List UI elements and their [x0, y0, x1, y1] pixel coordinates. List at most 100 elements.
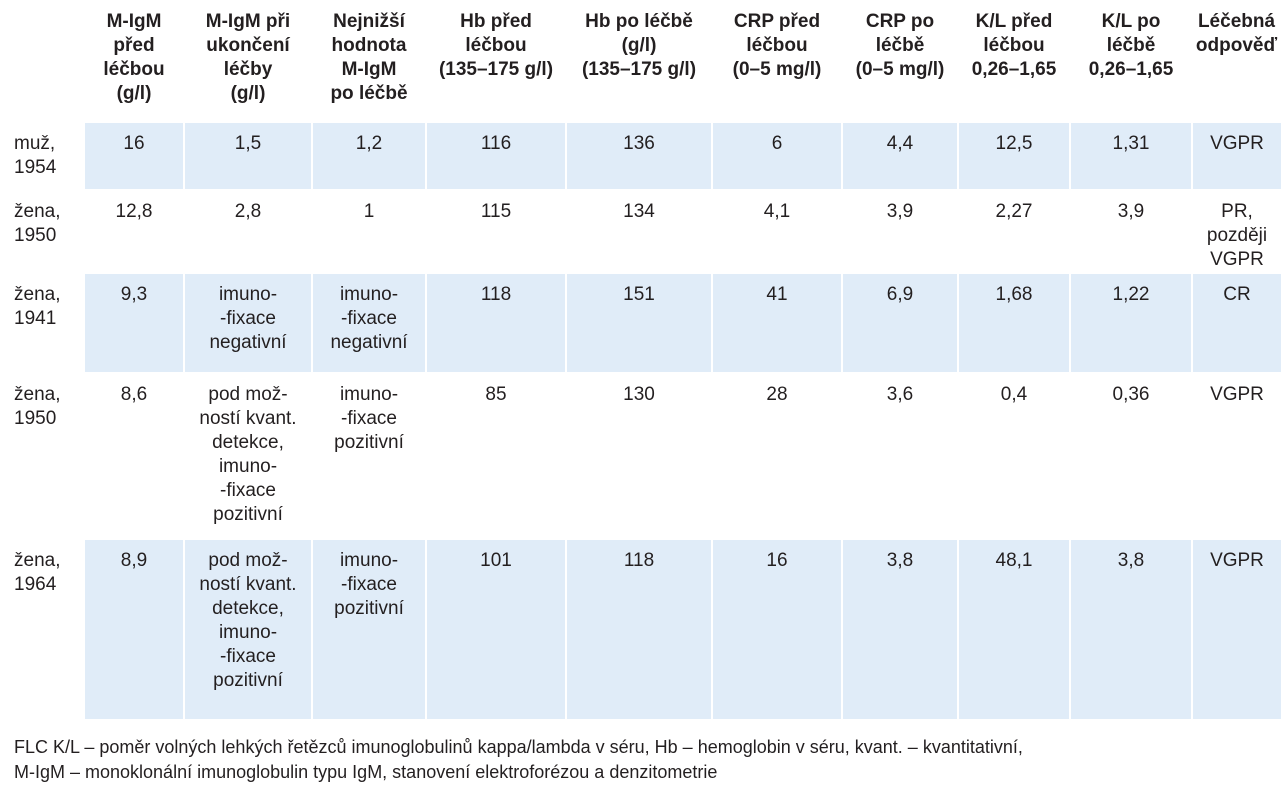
- table-row: žena, 1964 8,9 pod mož-ností kvant. detekce,…: [0, 538, 1281, 719]
- header-migm-min: Nejnižší hodnota M-IgM po léčbě: [312, 0, 426, 123]
- cell-line: 9,3: [120, 284, 148, 305]
- cell-kl-before: 12,5: [957, 121, 1070, 190]
- cell-kl-before: 0,4: [957, 372, 1070, 539]
- header-line: odpověď: [1195, 35, 1278, 56]
- header-line: M-IgM: [341, 59, 397, 80]
- table-row: žena, 1950 8,6 pod mož-ností kvant. detekce,…: [0, 372, 1281, 539]
- cell-crp-after: 3,9: [841, 189, 958, 273]
- cell-patient: žena, 1964: [0, 538, 84, 719]
- cell-line: -fixace: [220, 308, 276, 329]
- header-kl-after: K/L po léčbě 0,26–1,65: [1070, 0, 1192, 123]
- header-line: před: [113, 35, 155, 56]
- cell-migm-min: imuno- -fixace pozitivní: [311, 372, 426, 539]
- cell-line: VGPR: [1210, 550, 1264, 571]
- header-migm-before: M-IgM před léčbou (g/l): [84, 0, 184, 123]
- cell-crp-after: 4,4: [841, 121, 958, 190]
- cell-response: VGPR: [1191, 538, 1281, 719]
- cell-line: 1950: [14, 225, 57, 246]
- cell-line: 2,27: [995, 201, 1033, 222]
- header-line: Hb před: [460, 11, 532, 32]
- cell-line: 136: [623, 133, 655, 154]
- cell-line: 1950: [14, 408, 57, 429]
- cell-line: ností kvant.: [199, 408, 297, 429]
- cell-line: 130: [623, 384, 655, 405]
- cell-line: žena,: [14, 284, 61, 305]
- cell-line: 134: [623, 201, 655, 222]
- header-line: CRP před: [733, 11, 821, 32]
- cell-hb-before: 116: [425, 121, 566, 190]
- cell-migm-min: 1,2: [311, 121, 426, 190]
- cell-line: ností kvant.: [199, 574, 297, 595]
- cell-kl-after: 0,36: [1069, 372, 1192, 539]
- header-line: (135–175 g/l): [438, 59, 554, 80]
- header-line: CRP po: [865, 11, 935, 32]
- cell-line: -fixace: [220, 646, 276, 667]
- cell-migm-before: 9,3: [83, 272, 184, 373]
- cell-line: VGPR: [1210, 384, 1264, 405]
- cell-line: -fixace: [341, 408, 397, 429]
- cell-response: PR, později VGPR: [1191, 189, 1281, 273]
- cell-kl-after: 3,9: [1069, 189, 1192, 273]
- cell-migm-end: 1,5: [183, 121, 312, 190]
- cell-response: CR: [1191, 272, 1281, 373]
- cell-line: pozitivní: [213, 670, 283, 691]
- header-line: M-IgM: [106, 11, 162, 32]
- cell-crp-after: 3,8: [841, 538, 958, 719]
- cell-line: žena,: [14, 384, 61, 405]
- header-response: Léčebná odpověď: [1192, 0, 1281, 123]
- header-line: (135–175 g/l): [581, 59, 697, 80]
- cell-line: 1954: [14, 157, 57, 178]
- cell-line: 16: [123, 133, 145, 154]
- header-line: ukončení: [206, 35, 290, 56]
- cell-hb-before: 115: [425, 189, 566, 273]
- cell-patient: žena, 1950: [0, 189, 84, 273]
- footnote-line-1: FLC K/L – poměr volných lehkých řetězců …: [14, 737, 1023, 757]
- cell-line: 48,1: [995, 550, 1033, 571]
- cell-line: pod mož-: [208, 384, 288, 405]
- cell-line: 6,9: [886, 284, 914, 305]
- header-line: léčbě: [1106, 35, 1156, 56]
- header-crp-before: CRP před léčbou (0–5 mg/l): [712, 0, 842, 123]
- cell-line: 1,5: [234, 133, 262, 154]
- cell-line: 116: [480, 133, 512, 154]
- header-line: (g/l): [230, 83, 266, 104]
- cell-line: imuno-: [218, 622, 278, 643]
- header-row: M-IgM před léčbou (g/l) M-IgM při ukončení lé…: [0, 0, 1281, 123]
- cell-line: 28: [766, 384, 788, 405]
- results-table: M-IgM před léčbou (g/l) M-IgM při ukončení lé…: [0, 0, 1281, 719]
- header-hb-after: Hb po léčbě (g/l) (135–175 g/l): [566, 0, 712, 123]
- header-line: léčbou: [746, 35, 808, 56]
- header-line: (g/l): [116, 83, 152, 104]
- cell-line: 3,8: [1117, 550, 1145, 571]
- header-kl-before: K/L před léčbou 0,26–1,65: [958, 0, 1070, 123]
- header-hb-before: Hb před léčbou (135–175 g/l): [426, 0, 566, 123]
- cell-line: 1,68: [995, 284, 1033, 305]
- cell-hb-after: 118: [565, 538, 712, 719]
- header-patient: [0, 0, 84, 123]
- cell-migm-end: 2,8: [183, 189, 312, 273]
- cell-line: CR: [1223, 284, 1251, 305]
- header-line: (0–5 mg/l): [855, 59, 945, 80]
- header-line: po léčbě: [330, 83, 408, 104]
- cell-line: 1,22: [1112, 284, 1150, 305]
- header-line: Nejnižší: [333, 11, 405, 32]
- cell-line: 118: [480, 284, 512, 305]
- header-line: K/L před: [975, 11, 1053, 32]
- cell-migm-before: 12,8: [83, 189, 184, 273]
- cell-crp-before: 41: [711, 272, 842, 373]
- cell-kl-after: 1,31: [1069, 121, 1192, 190]
- cell-hb-before: 85: [425, 372, 566, 539]
- cell-line: pozitivní: [334, 598, 404, 619]
- cell-line: 6: [771, 133, 783, 154]
- cell-kl-before: 1,68: [957, 272, 1070, 373]
- cell-line: imuno-: [218, 284, 278, 305]
- cell-migm-min: imuno- -fixace pozitivní: [311, 538, 426, 719]
- cell-line: pozitivní: [213, 504, 283, 525]
- header-line: léčbě: [875, 35, 925, 56]
- table-row: žena, 1950 12,8 2,8 1 115 134 4,1 3,9 2,27 3,9 PR, …: [0, 189, 1281, 273]
- cell-line: PR, později: [1206, 201, 1268, 246]
- cell-migm-before: 16: [83, 121, 184, 190]
- header-line: 0,26–1,65: [971, 59, 1057, 80]
- cell-crp-before: 4,1: [711, 189, 842, 273]
- cell-line: 16: [766, 550, 788, 571]
